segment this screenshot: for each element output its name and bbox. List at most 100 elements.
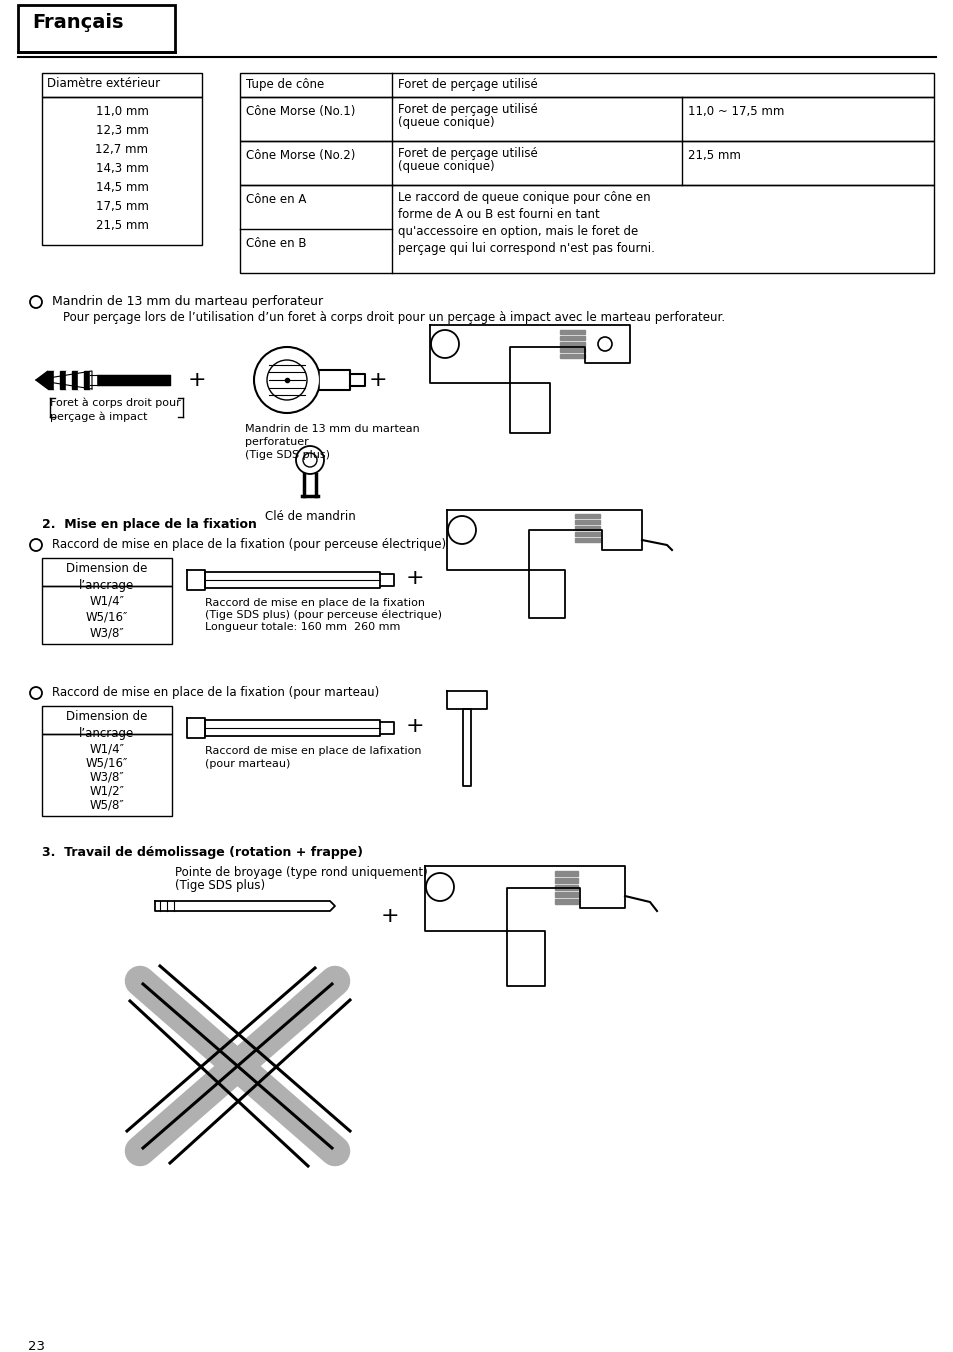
Text: W5/16″: W5/16″ <box>86 756 128 769</box>
Polygon shape <box>154 900 335 911</box>
Polygon shape <box>555 886 578 890</box>
Polygon shape <box>187 571 205 589</box>
Polygon shape <box>60 370 66 389</box>
Text: W3/8″: W3/8″ <box>90 626 124 639</box>
Polygon shape <box>205 721 379 735</box>
Text: 11,0 mm: 11,0 mm <box>95 105 149 118</box>
Text: 2.  Mise en place de la fixation: 2. Mise en place de la fixation <box>42 518 256 531</box>
Bar <box>240 141 933 185</box>
Polygon shape <box>84 370 90 389</box>
Bar <box>240 185 933 273</box>
Bar <box>42 734 172 817</box>
Polygon shape <box>319 370 350 389</box>
Polygon shape <box>430 324 629 383</box>
Polygon shape <box>187 718 205 738</box>
Polygon shape <box>54 370 60 389</box>
Polygon shape <box>350 375 365 387</box>
Bar <box>42 706 172 734</box>
Text: Cône en A: Cône en A <box>246 193 306 206</box>
Text: (queue conique): (queue conique) <box>397 160 494 173</box>
Polygon shape <box>462 708 471 786</box>
Text: (pour marteau): (pour marteau) <box>205 758 290 769</box>
Bar <box>42 585 172 644</box>
Text: +: + <box>405 717 424 735</box>
Text: Diamètre extérieur: Diamètre extérieur <box>47 77 160 91</box>
Text: Raccord de mise en place de lafixation: Raccord de mise en place de lafixation <box>205 746 421 756</box>
Polygon shape <box>447 691 486 708</box>
Bar <box>42 97 202 245</box>
Polygon shape <box>555 899 578 904</box>
Polygon shape <box>559 330 584 334</box>
Text: Mandrin de 13 mm du marteau perforateur: Mandrin de 13 mm du marteau perforateur <box>52 295 323 308</box>
Polygon shape <box>559 347 584 352</box>
Polygon shape <box>575 531 599 535</box>
Polygon shape <box>78 370 84 389</box>
Text: W1/4″: W1/4″ <box>90 742 125 754</box>
Polygon shape <box>559 354 584 358</box>
Polygon shape <box>575 514 599 518</box>
Polygon shape <box>529 571 564 618</box>
Text: W1/4″: W1/4″ <box>90 594 125 607</box>
Polygon shape <box>559 342 584 346</box>
Polygon shape <box>379 722 394 734</box>
Text: Pour perçage lors de l’utilisation d’un foret à corps droit pour un perçage à im: Pour perçage lors de l’utilisation d’un … <box>63 311 724 324</box>
Polygon shape <box>510 383 550 433</box>
Polygon shape <box>559 337 584 339</box>
Text: Raccord de mise en place de la fixation (pour perceuse électrique): Raccord de mise en place de la fixation … <box>52 538 446 552</box>
Polygon shape <box>506 932 544 986</box>
Text: Dimension de
l’ancrage: Dimension de l’ancrage <box>67 562 148 592</box>
Text: W3/8″: W3/8″ <box>90 771 124 783</box>
Polygon shape <box>90 375 170 385</box>
Polygon shape <box>424 867 624 932</box>
Text: (Tige SDS plus): (Tige SDS plus) <box>174 879 265 892</box>
Text: 11,0 ~ 17,5 mm: 11,0 ~ 17,5 mm <box>687 105 783 118</box>
Text: Foret de perçage utilisé: Foret de perçage utilisé <box>397 78 537 91</box>
Polygon shape <box>447 510 641 571</box>
Text: +: + <box>405 568 424 588</box>
Polygon shape <box>575 521 599 525</box>
Text: Français: Français <box>32 14 123 32</box>
Text: 12,7 mm: 12,7 mm <box>95 143 149 155</box>
Text: +: + <box>380 906 399 926</box>
Polygon shape <box>48 370 54 389</box>
Text: Foret de perçage utilisé: Foret de perçage utilisé <box>397 147 537 160</box>
Polygon shape <box>90 370 96 389</box>
Polygon shape <box>66 370 71 389</box>
Text: 23: 23 <box>28 1340 45 1352</box>
Text: Cône Morse (No.1): Cône Morse (No.1) <box>246 105 355 118</box>
Text: +: + <box>188 370 206 389</box>
Text: Cône Morse (No.2): Cône Morse (No.2) <box>246 149 355 162</box>
Text: Tupe de cône: Tupe de cône <box>246 78 324 91</box>
Text: (Tige SDS plus) (pour perceuse électrique): (Tige SDS plus) (pour perceuse électriqu… <box>205 610 441 621</box>
Text: W1/2″: W1/2″ <box>90 784 125 796</box>
Text: W5/16″: W5/16″ <box>86 610 128 623</box>
Text: Le raccord de queue conique pour cône en
forme de A ou B est fourni en tant
qu'a: Le raccord de queue conique pour cône en… <box>397 191 654 256</box>
Text: Foret à corps droit pour
perçage à impact: Foret à corps droit pour perçage à impac… <box>50 397 180 422</box>
Text: W5/8″: W5/8″ <box>90 798 124 811</box>
Text: Raccord de mise en place de la fixation (pour marteau): Raccord de mise en place de la fixation … <box>52 685 379 699</box>
Polygon shape <box>555 892 578 896</box>
Text: 14,3 mm: 14,3 mm <box>95 162 149 174</box>
Polygon shape <box>205 572 379 588</box>
Text: (queue conique): (queue conique) <box>397 116 494 128</box>
Text: Cône en B: Cône en B <box>246 237 306 250</box>
Text: Mandrin de 13 mm du martean
perforatuer
(Tige SDS plus): Mandrin de 13 mm du martean perforatuer … <box>245 425 419 461</box>
Bar <box>240 97 933 141</box>
Text: 21,5 mm: 21,5 mm <box>687 149 740 162</box>
Polygon shape <box>575 526 599 530</box>
Bar <box>18 5 174 51</box>
Text: 12,3 mm: 12,3 mm <box>95 124 149 137</box>
Text: Clé de mandrin: Clé de mandrin <box>264 510 355 523</box>
Text: Dimension de
l’ancrage: Dimension de l’ancrage <box>67 710 148 740</box>
Text: 21,5 mm: 21,5 mm <box>95 219 149 233</box>
Text: Longueur totale: 160 mm  260 mm: Longueur totale: 160 mm 260 mm <box>205 622 400 631</box>
Text: Raccord de mise en place de la fixation: Raccord de mise en place de la fixation <box>205 598 424 608</box>
Text: Pointe de broyage (type rond uniquement): Pointe de broyage (type rond uniquement) <box>174 867 427 879</box>
Polygon shape <box>555 877 578 883</box>
Bar <box>42 73 202 97</box>
Polygon shape <box>36 370 48 389</box>
Polygon shape <box>379 575 394 585</box>
Polygon shape <box>555 871 578 876</box>
Text: Foret de perçage utilisé: Foret de perçage utilisé <box>397 103 537 116</box>
Bar <box>42 558 172 585</box>
